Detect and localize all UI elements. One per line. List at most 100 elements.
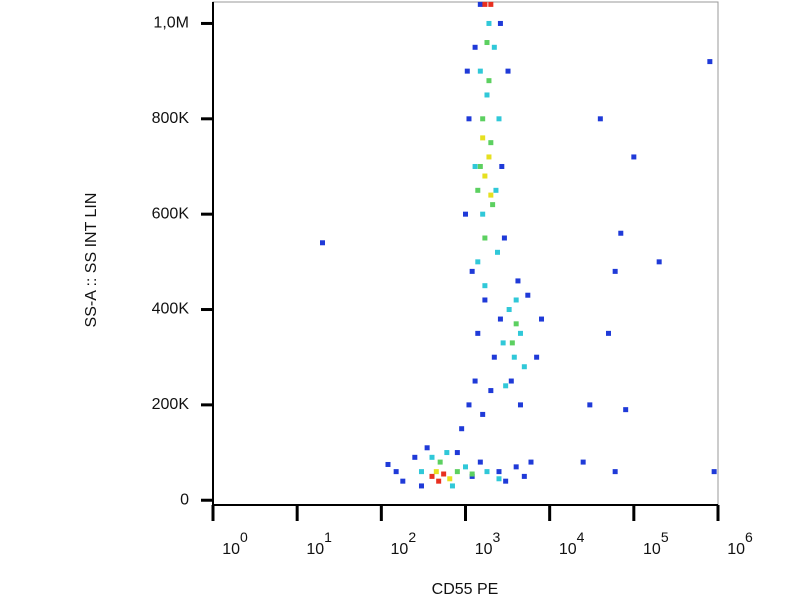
point <box>499 163 505 169</box>
point <box>393 469 399 475</box>
y-tick-label: 200K <box>152 396 190 413</box>
point <box>475 187 481 193</box>
point <box>484 40 490 46</box>
point <box>488 192 494 198</box>
x-tick-exponent: 5 <box>661 529 669 545</box>
point <box>597 116 603 122</box>
point <box>444 450 450 456</box>
point <box>482 1 488 7</box>
point <box>459 426 465 432</box>
point <box>418 483 424 489</box>
point <box>385 461 391 467</box>
x-tick-label: 102 <box>391 529 417 559</box>
point <box>320 240 326 246</box>
point <box>436 478 442 484</box>
y-tick-label: 600K <box>152 205 190 222</box>
point <box>472 44 478 50</box>
x-tick-base: 10 <box>727 541 745 558</box>
x-tick-exponent: 0 <box>240 529 248 545</box>
x-tick-exponent: 4 <box>577 529 585 545</box>
x-tick-exponent: 3 <box>493 529 501 545</box>
point <box>475 259 481 265</box>
x-tick-label: 101 <box>306 529 332 559</box>
point <box>482 283 488 289</box>
point <box>515 278 521 284</box>
point <box>500 340 506 346</box>
point <box>521 473 527 479</box>
point <box>486 78 492 84</box>
point <box>623 407 629 413</box>
point <box>513 464 519 470</box>
x-tick-exponent: 1 <box>324 529 332 545</box>
point <box>449 483 455 489</box>
point <box>477 459 483 465</box>
point <box>517 402 523 408</box>
point <box>656 259 662 265</box>
point <box>505 68 511 74</box>
x-tick-base: 10 <box>306 541 324 558</box>
point <box>580 459 586 465</box>
point <box>441 471 447 477</box>
point <box>707 59 713 65</box>
point <box>488 140 494 146</box>
point <box>496 469 502 475</box>
point <box>496 476 502 482</box>
point <box>412 454 418 460</box>
point <box>429 454 435 460</box>
point <box>493 187 499 193</box>
point <box>482 173 488 179</box>
point <box>477 1 483 7</box>
point <box>486 154 492 160</box>
point <box>472 163 478 169</box>
point <box>469 268 475 274</box>
point <box>503 478 509 484</box>
x-tick-label: 100 <box>222 529 248 559</box>
point <box>480 116 486 122</box>
x-tick-label: 105 <box>643 529 669 559</box>
y-tick-label: 1,0M <box>153 15 189 32</box>
point <box>511 354 517 360</box>
point <box>497 316 503 322</box>
point <box>480 411 486 417</box>
point <box>490 202 496 208</box>
point <box>612 268 618 274</box>
point <box>509 340 515 346</box>
point <box>447 476 453 482</box>
point <box>484 469 490 475</box>
plot-frame <box>212 1 719 506</box>
x-tick-exponent: 2 <box>408 529 416 545</box>
point <box>508 378 514 384</box>
point <box>513 321 519 327</box>
x-tick-label: 103 <box>475 529 501 559</box>
point <box>482 235 488 241</box>
point <box>517 330 523 336</box>
point <box>513 297 519 303</box>
point <box>612 469 618 475</box>
x-tick-base: 10 <box>222 541 240 558</box>
point <box>501 235 507 241</box>
point <box>454 469 460 475</box>
point <box>418 469 424 475</box>
point <box>437 459 443 465</box>
point <box>587 402 593 408</box>
x-tick-base: 10 <box>475 541 493 558</box>
x-tick-base: 10 <box>643 541 661 558</box>
point <box>463 211 468 217</box>
x-tick-base: 10 <box>391 541 409 558</box>
point <box>464 68 470 74</box>
point <box>469 471 475 477</box>
point <box>429 473 435 479</box>
point <box>491 354 497 360</box>
point <box>539 316 545 322</box>
x-tick-exponent: 6 <box>745 529 753 545</box>
point <box>528 459 534 465</box>
point <box>480 211 486 217</box>
x-tick-label: 106 <box>727 529 753 559</box>
x-tick-label: 104 <box>559 529 585 559</box>
point <box>497 20 503 26</box>
point <box>484 92 490 98</box>
point <box>605 330 611 336</box>
point <box>477 163 483 169</box>
